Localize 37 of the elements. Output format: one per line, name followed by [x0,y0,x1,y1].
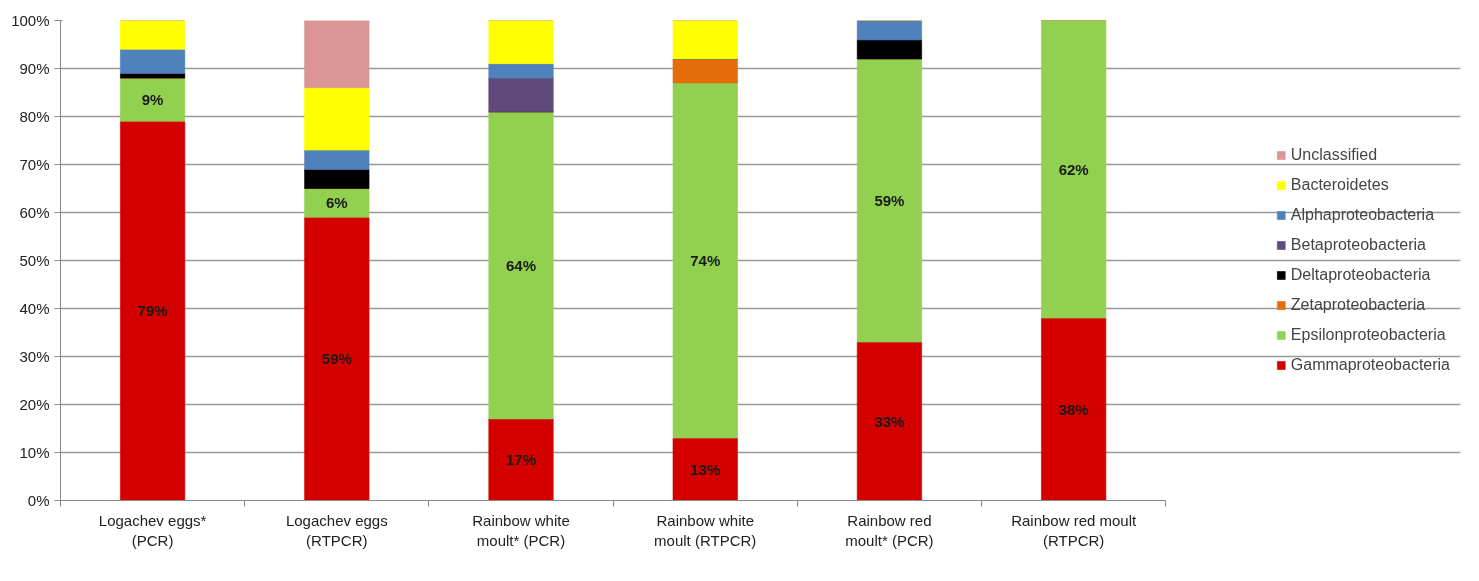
y-tick-label: 20% [19,396,50,413]
data-label: 64% [506,256,537,274]
y-tick-label: 30% [19,348,50,365]
data-label: 17% [506,451,537,469]
x-tick-label: Rainbow white moult* (PCR) [472,511,570,549]
y-tick-label: 50% [19,252,50,269]
y-tick-label: 70% [19,156,50,173]
data-label: 79% [137,302,168,320]
y-tick-label: 80% [19,108,50,125]
legend-label: Bacteroidetes [1290,176,1389,194]
y-tick-label: 10% [19,444,50,461]
x-tick-label: Rainbow red moult (RTPCR) [1011,511,1138,549]
x-tick-label: Rainbow red moult* (PCR) [845,511,934,549]
y-tick-label: 0% [27,492,50,509]
y-tick-label: 40% [19,300,50,317]
x-tick-label: Rainbow white moult (RTPCR) [654,511,757,549]
data-label: 59% [321,350,352,368]
x-tick-label: Logachev eggs* (PCR) [98,511,207,549]
data-label: 33% [874,412,905,430]
legend-label: Unclassified [1290,146,1378,164]
legend-label: Deltaproteobacteria [1290,266,1431,284]
y-tick-label: 60% [19,204,50,221]
y-tick-label: 100% [11,12,50,29]
legend-label: Zetaproteobacteria [1290,296,1426,314]
data-label: 6% [325,194,348,212]
y-tick-label: 90% [19,60,50,77]
legend-label: Betaproteobacteria [1290,236,1427,254]
data-label: 38% [1058,400,1089,418]
data-label: 74% [690,252,721,269]
data-label: 9% [141,91,164,109]
legend-label: Alphaproteobacteria [1290,206,1435,224]
legend-label: Gammaproteobacteria [1290,356,1450,374]
data-label: 62% [1058,160,1089,178]
data-label: 59% [874,192,905,209]
x-tick-label: Logachev eggs (RTPCR) [285,511,388,549]
data-label: 13% [690,460,721,478]
legend-label: Epsilonproteobacteria [1290,326,1446,344]
